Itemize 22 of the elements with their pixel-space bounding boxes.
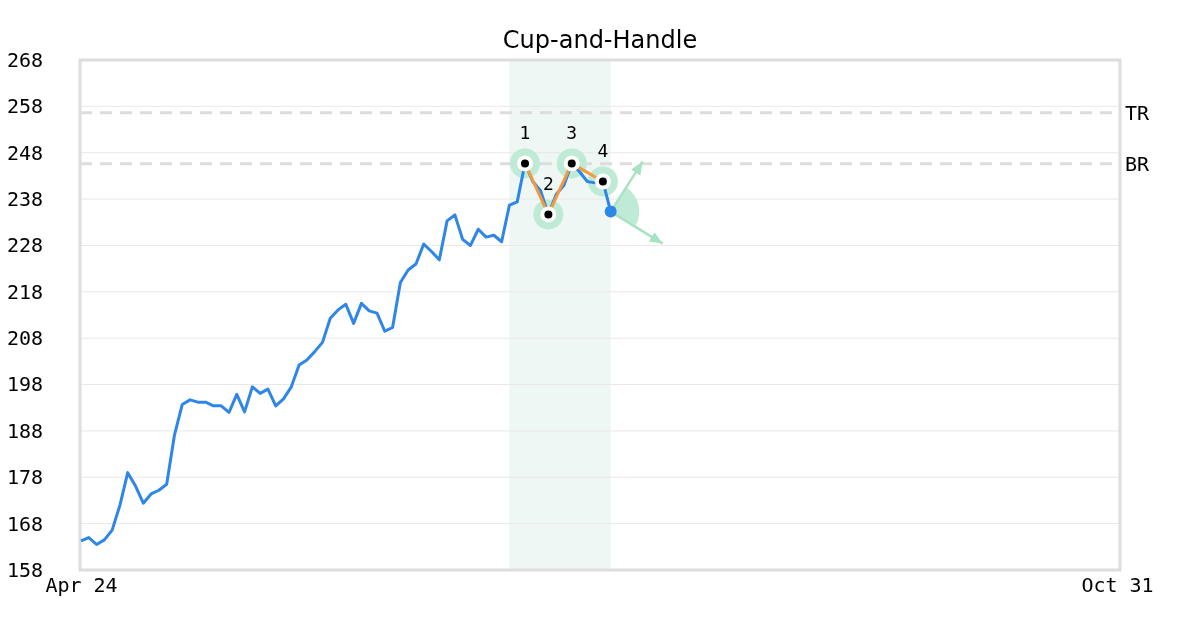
ref-line-label: BR xyxy=(1125,151,1151,176)
y-tick-label: 238 xyxy=(6,186,44,211)
y-tick-label: 188 xyxy=(6,418,44,443)
y-tick-label: 168 xyxy=(6,511,44,536)
x-tick-label: Oct 31 xyxy=(1081,573,1154,598)
y-tick-label: 228 xyxy=(6,233,44,258)
y-tick-label: 178 xyxy=(6,465,44,490)
annotation: 3 xyxy=(566,122,578,144)
y-tick-label: 208 xyxy=(6,326,44,351)
annotation: 4 xyxy=(597,140,609,162)
x-tick-label: Apr 24 xyxy=(45,573,118,598)
y-tick-label: 268 xyxy=(6,47,44,72)
y-tick-label: 198 xyxy=(6,372,44,397)
y-tick-label: 158 xyxy=(6,557,44,582)
annotation: 1 xyxy=(519,122,531,144)
annotation: 2 xyxy=(542,173,554,195)
chart-title: Cup-and-Handle xyxy=(502,26,698,54)
ref-line-label: TR xyxy=(1125,100,1151,125)
y-tick-label: 218 xyxy=(6,279,44,304)
point xyxy=(604,205,617,218)
y-tick-label: 258 xyxy=(6,94,44,119)
y-tick-label: 248 xyxy=(6,140,44,165)
